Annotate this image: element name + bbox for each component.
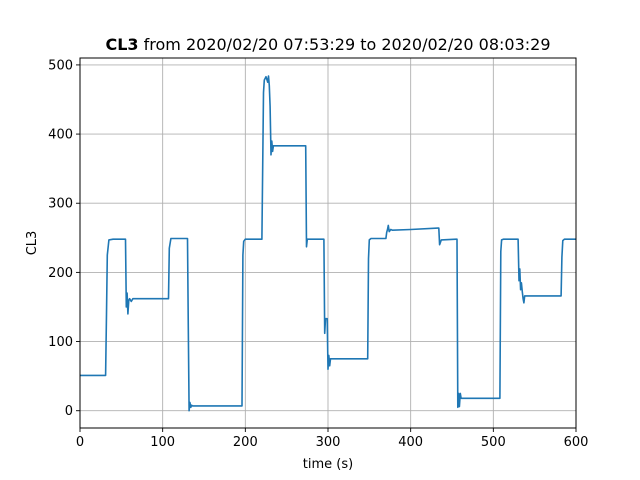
chart-title: CL3 from 2020/02/20 07:53:29 to 2020/02/… xyxy=(105,35,550,54)
x-tick-label: 400 xyxy=(398,435,423,450)
x-axis-label: time (s) xyxy=(303,457,353,472)
x-tick-label: 600 xyxy=(564,435,589,450)
chart-title-bold: CL3 xyxy=(105,35,138,54)
y-axis-label: CL3 xyxy=(25,231,40,256)
x-tick-label: 100 xyxy=(150,435,175,450)
y-tick-label: 400 xyxy=(48,128,73,143)
y-axis-ticks: 0 100 200 300 400 500 xyxy=(48,58,80,419)
y-tick-label: 200 xyxy=(48,266,73,281)
y-tick-label: 300 xyxy=(48,197,73,212)
x-axis-ticks: 0 100 200 300 400 500 600 xyxy=(76,428,589,450)
y-tick-label: 0 xyxy=(65,404,73,419)
y-tick-label: 100 xyxy=(48,335,73,350)
y-tick-label: 500 xyxy=(48,58,73,73)
cl3-series-line xyxy=(80,75,576,412)
x-tick-label: 0 xyxy=(76,435,84,450)
x-tick-label: 200 xyxy=(233,435,258,450)
x-tick-label: 300 xyxy=(316,435,341,450)
chart-title-rest: from 2020/02/20 07:53:29 to 2020/02/20 0… xyxy=(139,35,551,54)
x-tick-label: 500 xyxy=(481,435,506,450)
y-gridlines xyxy=(80,64,576,412)
